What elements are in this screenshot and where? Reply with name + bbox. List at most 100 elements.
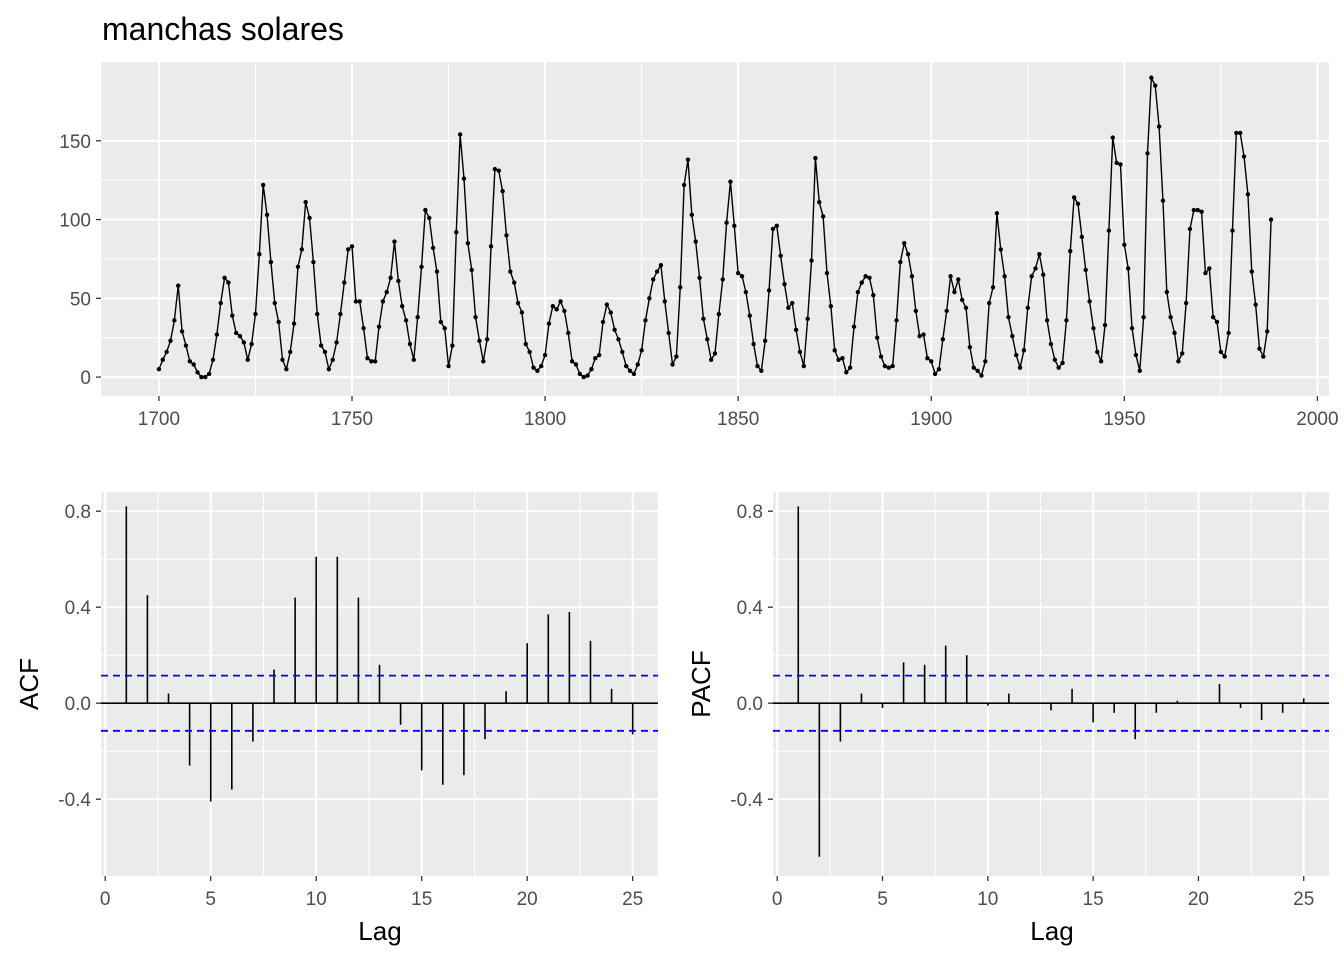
sunspot-data-point <box>1214 319 1220 325</box>
sunspot-data-point <box>1014 352 1019 358</box>
sunspot-data-point <box>535 368 540 373</box>
sunspot-data-point <box>790 300 795 306</box>
sunspot-data-point <box>1222 354 1227 359</box>
sunspot-data-point <box>755 363 760 369</box>
sunspot-data-point <box>400 304 405 309</box>
sunspot-data-point <box>1068 248 1073 254</box>
sunspot-plot-background <box>101 62 1329 396</box>
sunspot-data-point <box>1164 289 1170 295</box>
sunspot-data-point <box>952 289 957 295</box>
sunspot-x-tick-label: 1850 <box>717 409 759 430</box>
sunspot-data-point <box>411 357 416 362</box>
sunspot-data-point <box>504 233 509 238</box>
sunspot-data-point <box>372 359 378 364</box>
sunspot-data-point <box>264 212 270 218</box>
sunspot-data-point <box>473 315 478 320</box>
sunspot-data-point <box>743 289 749 295</box>
sunspot-data-point <box>1048 341 1054 347</box>
sunspot-data-point <box>469 267 474 273</box>
sunspot-data-point <box>226 280 231 285</box>
sunspot-data-point <box>813 155 818 161</box>
sunspot-data-point <box>871 292 876 298</box>
sunspot-data-point <box>712 351 718 356</box>
sunspot-data-point <box>423 207 428 213</box>
sunspot-data-point <box>1098 359 1104 364</box>
pacf-x-tick-label: 20 <box>1188 889 1209 910</box>
sunspot-data-point <box>1203 270 1208 276</box>
sunspot-data-point <box>457 132 463 137</box>
sunspot-data-point <box>380 299 386 304</box>
sunspot-data-point <box>971 365 976 370</box>
sunspot-data-point <box>1145 151 1150 156</box>
sunspot-data-point <box>670 362 675 367</box>
acf-x-tick-label: 10 <box>306 889 327 910</box>
sunspot-data-point <box>1006 315 1011 320</box>
sunspot-data-point <box>766 288 772 293</box>
sunspot-data-point <box>759 368 764 373</box>
sunspot-data-point <box>608 310 613 315</box>
sunspot-data-point <box>488 244 494 249</box>
sunspot-data-point <box>1237 130 1243 136</box>
sunspot-data-point <box>1249 269 1254 274</box>
sunspot-data-point <box>407 341 413 347</box>
sunspot-data-point <box>1241 154 1247 159</box>
sunspot-data-point <box>840 355 845 361</box>
pacf-panel <box>773 492 1329 876</box>
sunspot-data-point <box>878 354 884 359</box>
sunspot-data-point <box>1118 162 1123 167</box>
sunspot-data-point <box>1187 226 1193 232</box>
sunspot-data-point <box>739 274 745 279</box>
sunspot-data-point <box>902 240 907 246</box>
sunspot-data-point <box>1002 274 1007 279</box>
sunspot-data-point <box>419 264 424 270</box>
sunspot-x-tick-label: 1900 <box>910 409 952 430</box>
sunspot-data-point <box>477 338 482 344</box>
sunspot-data-point <box>511 280 517 285</box>
sunspot-data-point <box>1095 349 1100 355</box>
sunspot-data-point <box>179 329 185 334</box>
sunspot-data-point <box>1261 354 1266 359</box>
sunspot-data-point <box>206 371 212 377</box>
sunspot-data-point <box>303 200 308 205</box>
pacf-x-tick-label: 10 <box>977 889 998 910</box>
sunspot-y-tick-label: 150 <box>59 132 91 153</box>
sunspot-data-point <box>855 289 861 295</box>
sunspot-data-point <box>365 355 370 361</box>
sunspot-data-point <box>998 247 1003 252</box>
sunspot-data-point <box>913 308 919 314</box>
sunspot-data-point <box>983 359 988 364</box>
sunspot-data-point <box>732 223 737 229</box>
sunspot-data-point <box>1079 234 1085 240</box>
sunspot-data-point <box>1226 330 1231 336</box>
sunspot-data-point <box>1025 305 1030 310</box>
sunspot-data-point <box>824 270 830 276</box>
sunspot-data-point <box>774 223 779 229</box>
sunspot-data-point <box>245 357 250 362</box>
sunspot-data-point <box>550 304 556 309</box>
pacf-plot-background <box>773 492 1329 876</box>
sunspot-data-point <box>176 283 181 288</box>
sunspot-data-point <box>681 182 687 188</box>
sunspot-data-point <box>1160 198 1166 203</box>
sunspot-data-point <box>542 352 548 358</box>
sunspot-data-point <box>1052 357 1058 362</box>
sunspot-x-tick-label: 1750 <box>331 409 373 430</box>
sunspot-data-point <box>531 365 536 370</box>
sunspot-data-point <box>635 362 640 367</box>
sunspot-data-point <box>751 341 756 347</box>
sunspot-data-point <box>376 324 382 329</box>
sunspot-data-point <box>396 278 401 284</box>
sunspot-data-point <box>1210 315 1216 320</box>
sunspot-data-point <box>1129 326 1135 331</box>
sunspot-data-point <box>658 263 664 268</box>
sunspot-data-point <box>369 359 374 364</box>
sunspot-data-point <box>465 240 471 246</box>
sunspot-data-point <box>388 275 393 281</box>
sunspot-data-point <box>936 367 942 372</box>
sunspot-y-tick-label: 100 <box>59 211 91 232</box>
sunspot-data-point <box>345 247 351 252</box>
pacf-y-tick-label: -0.4 <box>730 790 763 811</box>
sunspot-data-point <box>1153 83 1158 88</box>
sunspot-data-point <box>778 253 783 258</box>
